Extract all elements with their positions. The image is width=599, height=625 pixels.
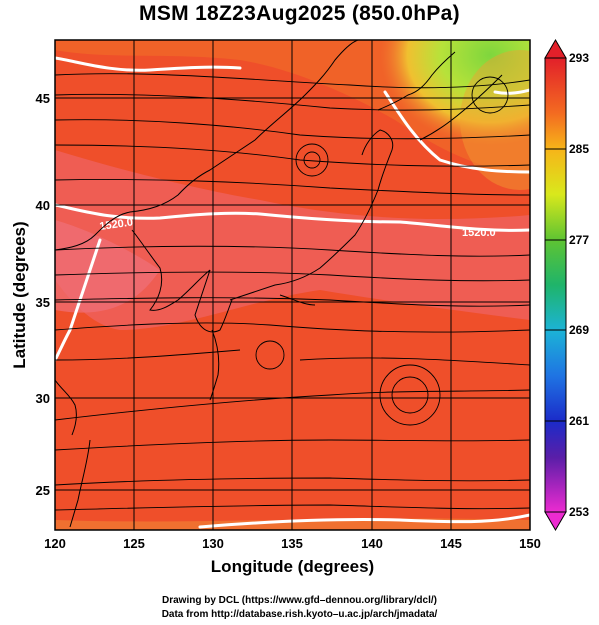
x-tick-label: 125 <box>123 536 145 551</box>
colorbar: 293 285 277 269 261 253 <box>544 39 589 531</box>
drawing-credit: Drawing by DCL (https://www.gfd–dennou.o… <box>161 595 437 606</box>
y-tick-label: 45 <box>36 91 50 106</box>
colorbar-label: 269 <box>569 323 589 337</box>
x-axis-label: Longitude (degrees) <box>210 557 375 576</box>
y-tick-label: 30 <box>36 391 50 406</box>
x-tick-label: 150 <box>519 536 541 551</box>
temperature-field <box>55 40 530 530</box>
colorbar-label: 293 <box>569 51 589 65</box>
wind-streamlines <box>55 73 530 511</box>
colorbar-label: 277 <box>569 233 589 247</box>
x-tick-label: 145 <box>440 536 462 551</box>
colorbar-top-arrow <box>544 39 567 59</box>
x-tick-label: 120 <box>44 536 66 551</box>
colorbar-label: 261 <box>569 414 589 428</box>
y-tick-label: 35 <box>36 295 50 310</box>
colorbar-label: 253 <box>569 505 589 519</box>
contour-label-east: 1520.0 <box>462 227 496 239</box>
x-tick-label: 135 <box>281 536 303 551</box>
colorbar-bottom-arrow <box>544 511 567 531</box>
x-tick-label: 140 <box>361 536 383 551</box>
lat-lon-grid <box>55 40 530 530</box>
map-title: MSM 18Z23Aug2025 (850.0hPa) <box>139 2 460 25</box>
colorbar-body <box>544 57 567 513</box>
y-tick-label: 25 <box>36 483 50 498</box>
y-tick-label: 40 <box>36 198 50 213</box>
y-axis-ticks: 25 30 35 40 45 <box>36 91 50 498</box>
plot-frame <box>54 39 531 531</box>
x-tick-label: 130 <box>202 536 224 551</box>
colorbar-label: 285 <box>569 142 589 156</box>
x-axis-ticks: 120 125 130 135 140 145 150 <box>44 536 541 551</box>
contour-label-west: 1520.0 <box>99 216 134 233</box>
data-credit: Data from http://database.rish.kyoto–u.a… <box>161 609 438 620</box>
